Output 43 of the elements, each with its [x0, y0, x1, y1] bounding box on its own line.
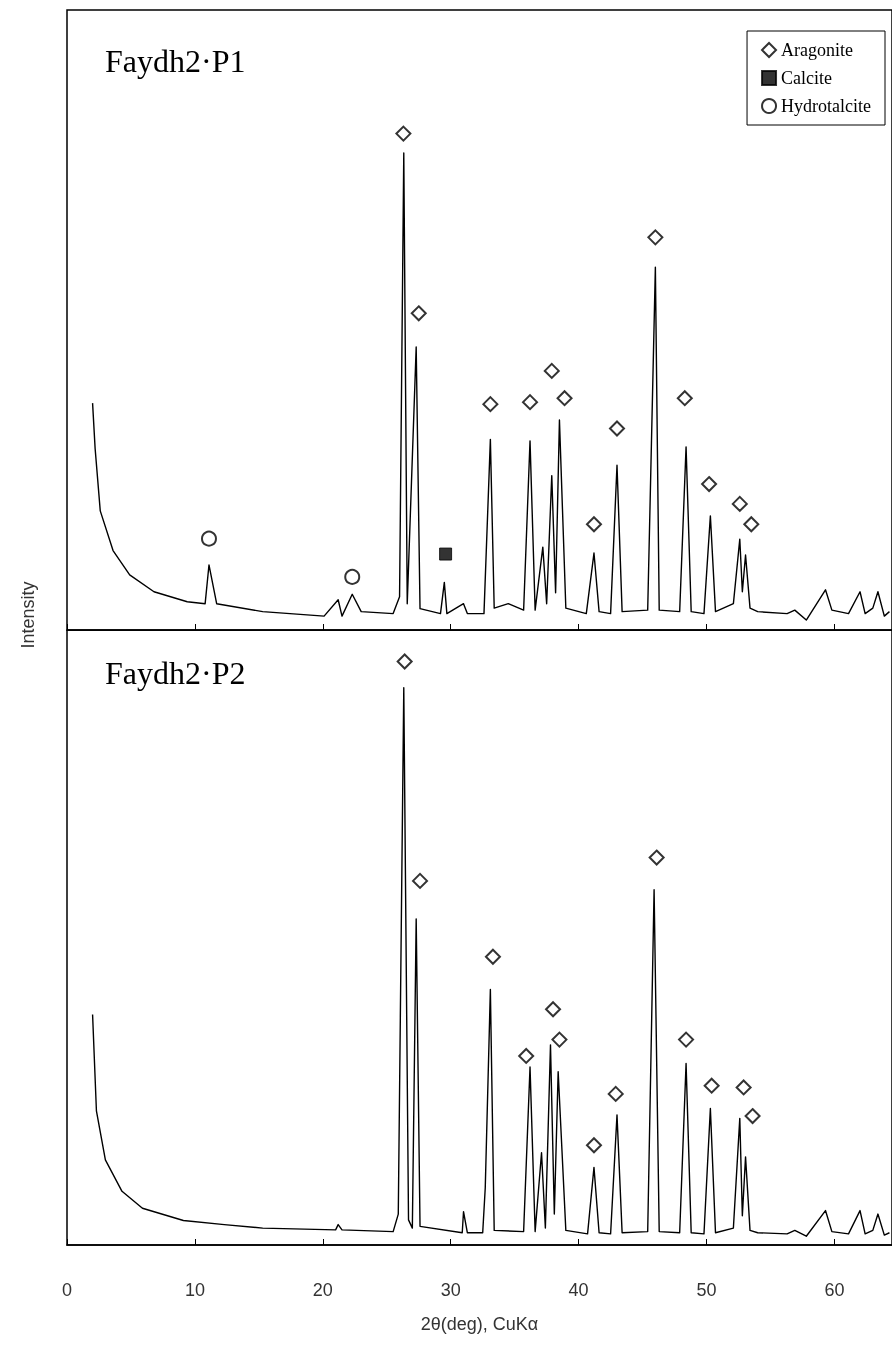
- x-tick-label: 0: [61, 1280, 73, 1300]
- point: [647, 229, 664, 246]
- x-tick-label: 20: [312, 1280, 333, 1300]
- point: [396, 653, 413, 670]
- point: [344, 568, 361, 585]
- point: [735, 1079, 752, 1096]
- legend-label: Calcite: [781, 68, 833, 88]
- point: [410, 305, 427, 322]
- point: [439, 547, 453, 561]
- point: [731, 495, 748, 512]
- point: [395, 125, 412, 142]
- point: [200, 530, 217, 547]
- x-tick-label: 60: [824, 1280, 845, 1300]
- point: [703, 1077, 720, 1094]
- point: [607, 1085, 624, 1102]
- x-tick-label: 40: [568, 1280, 589, 1300]
- point: [609, 420, 625, 437]
- x-tick-label: 10: [184, 1280, 205, 1300]
- chart-title: Faydh2·P1: [105, 43, 246, 79]
- point: [556, 390, 573, 407]
- point: [518, 1047, 535, 1064]
- point: [744, 1108, 761, 1125]
- point: [412, 872, 429, 889]
- point: [551, 1031, 568, 1048]
- x-tick-label: 50: [696, 1280, 717, 1300]
- legend-label: Aragonite: [781, 40, 854, 60]
- point: [701, 476, 718, 493]
- x-axis-title: 2θ(deg), CuKα: [420, 1314, 539, 1334]
- point: [482, 396, 499, 413]
- y-axis-title: Intensity: [17, 581, 39, 649]
- point: [585, 516, 602, 533]
- point: [545, 1001, 562, 1018]
- point: [543, 362, 560, 379]
- legend-label: Hydrotalcite: [781, 96, 872, 116]
- point: [648, 849, 665, 866]
- point: [522, 394, 539, 411]
- point: [678, 1031, 695, 1048]
- point: [743, 516, 760, 533]
- chart-title: Faydh2·P2: [105, 655, 246, 691]
- point: [676, 390, 693, 407]
- x-tick-label: 30: [440, 1280, 461, 1300]
- point: [484, 948, 501, 965]
- point: [585, 1137, 602, 1154]
